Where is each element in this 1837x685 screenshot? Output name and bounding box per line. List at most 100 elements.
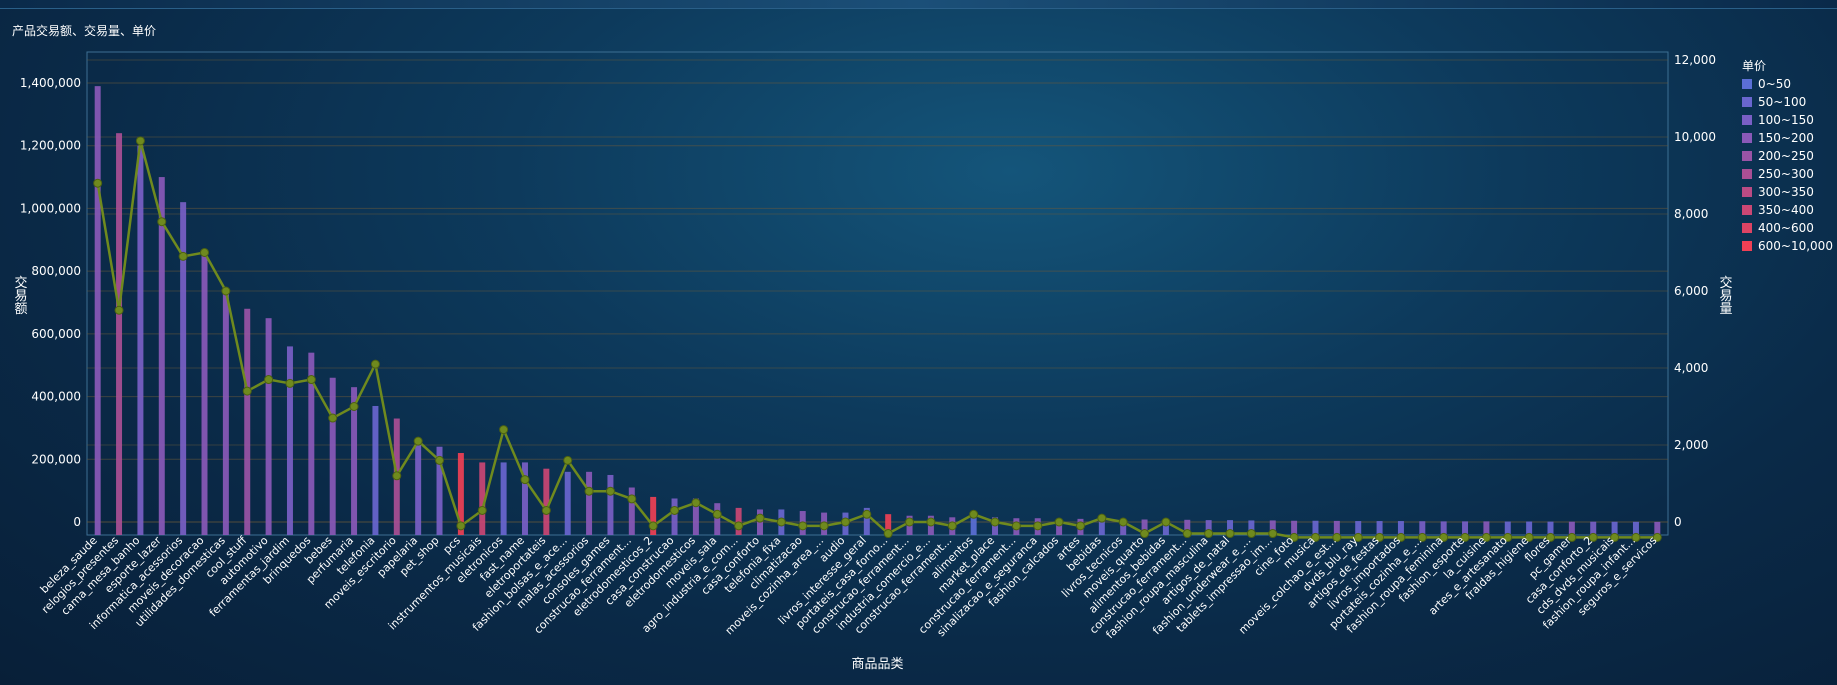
y-left-tick-label: 1,400,000 (20, 76, 81, 90)
bar (1504, 521, 1511, 535)
line-point (306, 375, 316, 385)
bar (265, 318, 272, 535)
legend-swatch (1742, 97, 1752, 107)
bar (1184, 519, 1191, 535)
legend-label: 600~10,000 (1758, 239, 1833, 253)
bar (970, 517, 977, 535)
bar (607, 474, 614, 535)
bar (671, 498, 678, 535)
line-point (392, 471, 402, 481)
bar (180, 202, 187, 535)
line-point (691, 498, 701, 508)
line-point (926, 517, 936, 527)
bar (1526, 521, 1533, 535)
bar (1056, 518, 1063, 535)
bar (222, 289, 229, 535)
bar (1248, 520, 1255, 535)
line-point (819, 521, 829, 531)
line-point (670, 505, 680, 515)
legend-swatch (1742, 151, 1752, 161)
y-left-axis-title: 交易额 (12, 275, 28, 316)
line-point (798, 521, 808, 531)
bar (1162, 519, 1169, 535)
line-point (1289, 532, 1299, 542)
line-point (477, 505, 487, 515)
line-point (541, 505, 551, 515)
plot-frame (86, 51, 1669, 536)
line-point (1246, 529, 1256, 539)
legend-label: 100~150 (1758, 113, 1814, 127)
bar (1376, 521, 1383, 535)
y-right-axis-title: 交易量 (1717, 275, 1733, 315)
bar (500, 462, 507, 535)
bar (1291, 520, 1298, 535)
y-left-tick-label: 800,000 (31, 264, 81, 278)
chart-title: 产品交易额、交易量、单价 (12, 24, 157, 38)
line-point (1310, 532, 1320, 542)
bar-series (94, 86, 1661, 536)
line-point (135, 136, 145, 146)
y-right-tick-label: 10,000 (1674, 130, 1716, 144)
legend: 单价 0~50 50~100 100~150 150~200 200~250 250~300… (1742, 59, 1833, 253)
bar (1654, 521, 1661, 535)
y-right-tick-label: 4,000 (1674, 361, 1708, 375)
bar (586, 471, 593, 535)
bar (158, 177, 165, 536)
bar (885, 514, 892, 535)
y-left-tick-label: 0 (73, 515, 81, 529)
bar (372, 405, 379, 535)
bar (1547, 521, 1554, 535)
line-point (456, 521, 466, 531)
legend-label: 400~600 (1758, 221, 1814, 235)
line-point (1588, 532, 1598, 542)
line-point (883, 529, 893, 539)
bar (1312, 520, 1319, 535)
bar (1141, 519, 1148, 535)
bar (1632, 521, 1639, 535)
y-right-tick-label: 2,000 (1674, 438, 1708, 452)
line-point (584, 486, 594, 496)
line-point (969, 509, 979, 519)
bar (628, 487, 635, 535)
bar (1269, 520, 1276, 535)
line-point (1567, 532, 1577, 542)
line-point (1375, 532, 1385, 542)
line-point (776, 517, 786, 527)
line-point (905, 517, 915, 527)
line-point (1396, 532, 1406, 542)
bar (308, 352, 315, 535)
line-point (1439, 532, 1449, 542)
bar (1355, 521, 1362, 535)
bar (1205, 520, 1212, 535)
legend-swatch (1742, 241, 1752, 251)
legend-swatch (1742, 205, 1752, 215)
bar (1120, 519, 1127, 535)
line-point (1652, 532, 1662, 542)
line-point (1332, 532, 1342, 542)
line-point (1182, 529, 1192, 539)
y-left-tick-label: 600,000 (31, 327, 81, 341)
line-point (93, 178, 103, 188)
bar (692, 498, 699, 535)
line-point (499, 425, 509, 435)
line-point (264, 375, 274, 385)
y-right-tick-label: 6,000 (1674, 284, 1708, 298)
line-point (1097, 513, 1107, 523)
y-left-tick-label: 1,000,000 (20, 201, 81, 215)
bar (1611, 521, 1618, 535)
line-point (1054, 517, 1064, 527)
line-point (712, 509, 722, 519)
bar (1462, 521, 1469, 535)
line-point (200, 248, 210, 257)
line-point (1140, 529, 1150, 539)
line-point (1545, 532, 1555, 542)
legend-swatch (1742, 223, 1752, 233)
line-point (947, 521, 957, 531)
legend-label: 200~250 (1758, 149, 1814, 163)
line-point (563, 455, 573, 465)
y-left-tick-label: 200,000 (31, 452, 81, 466)
bar (457, 453, 464, 535)
y-left-tick-label: 1,200,000 (20, 139, 81, 153)
bar (1419, 521, 1426, 535)
bar (521, 462, 528, 535)
